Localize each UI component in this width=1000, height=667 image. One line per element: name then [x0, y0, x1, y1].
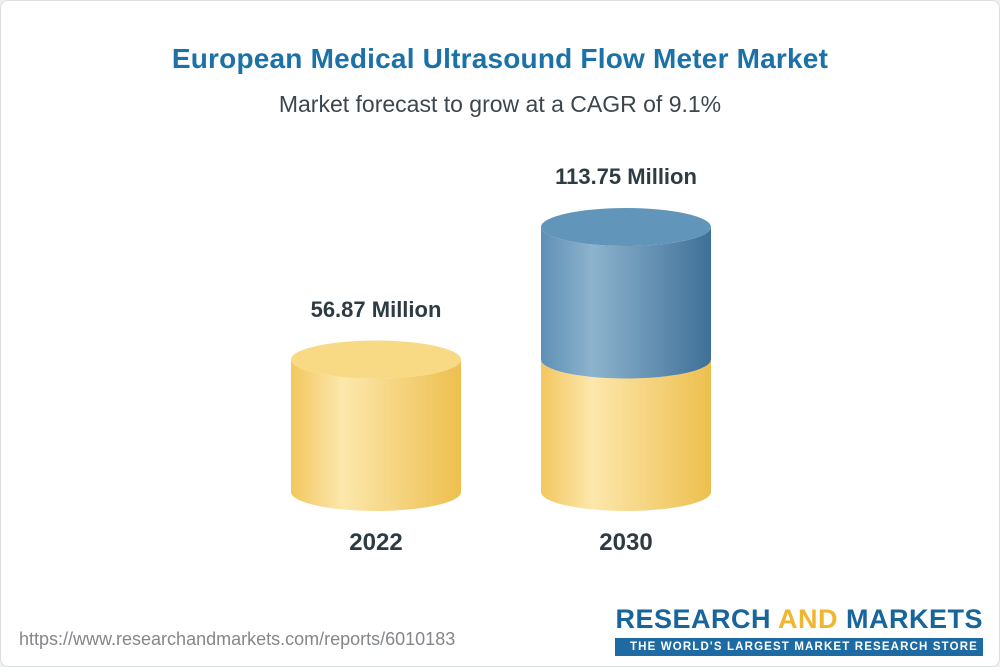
logo-word-markets: MARKETS	[846, 604, 983, 634]
cylinder-top-2022	[291, 340, 461, 379]
cylinder-segment-blue-2030	[541, 227, 711, 379]
chart-title: European Medical Ultrasound Flow Meter M…	[171, 43, 829, 74]
logo-tagline: THE WORLD'S LARGEST MARKET RESEARCH STOR…	[615, 638, 983, 656]
logo-word-and: AND	[777, 604, 838, 634]
year-label-2022: 2022	[349, 529, 403, 556]
logo-word-research: RESEARCH	[615, 604, 771, 634]
chart-area: 56.87 Million 113.75 Million 2022 2030	[1, 141, 999, 571]
logo-wordmark: RESEARCH AND MARKETS	[615, 604, 983, 635]
cylinder-segment-gold-2030	[541, 359, 711, 511]
cylinder-bar-chart	[291, 208, 711, 511]
cylinder-top-2030	[541, 208, 711, 246]
chart-subtitle: Market forecast to grow at a CAGR of 9.1…	[278, 91, 722, 117]
researchandmarkets-logo: RESEARCH AND MARKETS THE WORLD'S LARGEST…	[615, 604, 983, 656]
value-label-2030: 113.75 Million	[555, 164, 697, 189]
value-label-2022: 56.87 Million	[310, 296, 442, 322]
report-url[interactable]: https://www.researchandmarkets.com/repor…	[19, 629, 456, 649]
cylinder-segment-gold-2022	[291, 359, 461, 511]
year-label-2030: 2030	[599, 529, 653, 556]
